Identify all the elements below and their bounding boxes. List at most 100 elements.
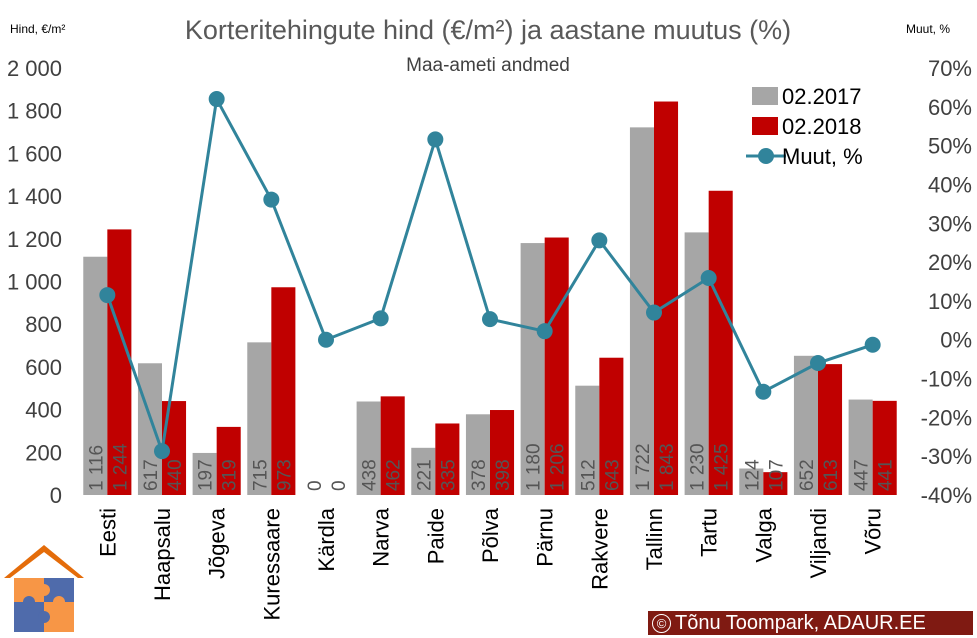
y2-tick-label: 50% bbox=[928, 134, 972, 159]
y-axis-secondary: -40% -30% -20% -10% 0% 10% 20% 30% 40% 50% 60% 70% bbox=[921, 56, 972, 508]
bar-data-label: 378 bbox=[469, 459, 490, 491]
bar-data-label: 441 bbox=[876, 459, 897, 491]
y-tick-label: 1 800 bbox=[7, 99, 62, 124]
bar-data-label: 1 425 bbox=[712, 443, 733, 491]
bar bbox=[490, 410, 515, 495]
bars bbox=[83, 101, 897, 496]
bar-labels: 1 116 617 197 715 0 438 221 378 1 180 512 1 722 1 2… bbox=[86, 443, 896, 491]
x-tick-label: Kuressaare bbox=[259, 508, 284, 621]
y2-tick-label: -30% bbox=[921, 444, 972, 469]
x-tick-label: Kärdla bbox=[314, 507, 339, 571]
x-tick-label: Tartu bbox=[697, 508, 722, 557]
credit-banner: © Tõnu Toompark, ADAUR.EE bbox=[648, 611, 973, 635]
bar-data-label: 0 bbox=[329, 480, 350, 491]
y2-tick-label: 40% bbox=[928, 172, 972, 197]
y2-tick-label: 0% bbox=[940, 328, 972, 353]
bar-data-label: 1 843 bbox=[657, 443, 678, 491]
y2-tick-label: 30% bbox=[928, 211, 972, 236]
bar bbox=[247, 342, 272, 495]
bar bbox=[575, 385, 600, 495]
legend-label: 02.2018 bbox=[782, 114, 862, 139]
bar-data-label: 462 bbox=[384, 459, 405, 491]
x-tick-label: Viljandi bbox=[806, 508, 831, 579]
y-tick-label: 800 bbox=[25, 312, 62, 337]
y-tick-label: 0 bbox=[50, 483, 62, 508]
bar-data-label: 512 bbox=[578, 459, 599, 491]
y2-axis-label: Muut, % bbox=[906, 22, 950, 36]
change-point bbox=[427, 131, 444, 148]
credit-text: Tõnu Toompark, ADAUR.EE bbox=[675, 612, 926, 634]
bar-data-label: 438 bbox=[360, 459, 381, 491]
puzzle-house-logo bbox=[4, 545, 84, 632]
y-tick-label: 1 200 bbox=[7, 227, 62, 252]
x-tick-label: Pärnu bbox=[533, 508, 558, 567]
change-point bbox=[646, 304, 662, 321]
y2-tick-label: -10% bbox=[921, 367, 972, 392]
x-tick-label: Haapsalu bbox=[150, 508, 175, 601]
y-tick-label: 2 000 bbox=[7, 56, 62, 81]
bar bbox=[356, 401, 381, 495]
bar bbox=[271, 287, 296, 495]
bar-data-label: 652 bbox=[797, 459, 818, 491]
bar-data-label: 440 bbox=[165, 459, 186, 491]
legend-marker bbox=[758, 148, 774, 164]
bar bbox=[380, 396, 405, 495]
bar-data-label: 1 230 bbox=[688, 443, 709, 491]
y-tick-label: 200 bbox=[25, 440, 62, 465]
bar bbox=[872, 400, 897, 495]
bar-data-label: 398 bbox=[493, 459, 514, 491]
x-tick-label: Narva bbox=[369, 507, 394, 566]
bar-data-label: 1 722 bbox=[633, 443, 654, 491]
x-tick-label: Valga bbox=[751, 507, 776, 562]
bar-data-label: 0 bbox=[305, 480, 326, 491]
bar-data-label: 197 bbox=[196, 459, 217, 491]
change-point bbox=[208, 91, 225, 108]
bar bbox=[599, 357, 624, 495]
bar-data-label: 1 206 bbox=[548, 443, 569, 491]
y2-tick-label: -20% bbox=[921, 405, 972, 430]
bar bbox=[544, 237, 569, 496]
bar bbox=[520, 243, 545, 495]
bar-data-label: 973 bbox=[274, 459, 295, 491]
bar-data-label: 319 bbox=[220, 459, 241, 491]
y2-tick-label: -40% bbox=[921, 483, 972, 508]
y-tick-label: 1 000 bbox=[7, 270, 62, 295]
bar-data-label: 1 244 bbox=[110, 443, 131, 491]
y2-tick-label: 10% bbox=[928, 289, 972, 314]
bar bbox=[739, 468, 764, 495]
change-point bbox=[154, 443, 170, 460]
bar-data-label: 1 116 bbox=[86, 445, 107, 491]
bar-data-label: 715 bbox=[250, 459, 271, 491]
legend: 02.2017 02.2018 Muut, % bbox=[746, 84, 863, 169]
x-tick-label: Võru bbox=[861, 508, 886, 554]
copyright-icon: © bbox=[652, 614, 671, 633]
bar-data-label: 335 bbox=[438, 459, 459, 491]
y-tick-label: 600 bbox=[25, 355, 62, 380]
change-point bbox=[263, 191, 280, 208]
bar bbox=[107, 229, 132, 495]
change-point bbox=[700, 270, 717, 287]
bar bbox=[465, 414, 490, 495]
x-tick-label: Rakvere bbox=[587, 508, 612, 590]
chart-subtitle: Maa-ameti andmed bbox=[406, 55, 570, 76]
bar bbox=[708, 190, 733, 495]
bar bbox=[793, 355, 818, 495]
x-tick-label: Paide bbox=[423, 508, 448, 564]
bar-data-label: 617 bbox=[141, 459, 162, 491]
legend-swatch bbox=[752, 87, 778, 105]
bar bbox=[763, 472, 788, 495]
category-labels: Eesti Haapsalu Jõgeva Kuressaare Kärdla Narva… bbox=[95, 507, 885, 620]
y-tick-label: 1 400 bbox=[7, 184, 62, 209]
legend-label: Muut, % bbox=[782, 144, 863, 169]
bar-data-label: 643 bbox=[602, 459, 623, 491]
bar bbox=[435, 423, 460, 495]
bar-data-label: 124 bbox=[742, 459, 763, 491]
y2-tick-label: 70% bbox=[928, 56, 972, 81]
change-point bbox=[591, 232, 608, 249]
change-point bbox=[372, 310, 389, 327]
bar-data-label: 613 bbox=[821, 459, 842, 491]
x-tick-label: Tallinn bbox=[642, 508, 667, 570]
legend-swatch bbox=[752, 117, 778, 135]
